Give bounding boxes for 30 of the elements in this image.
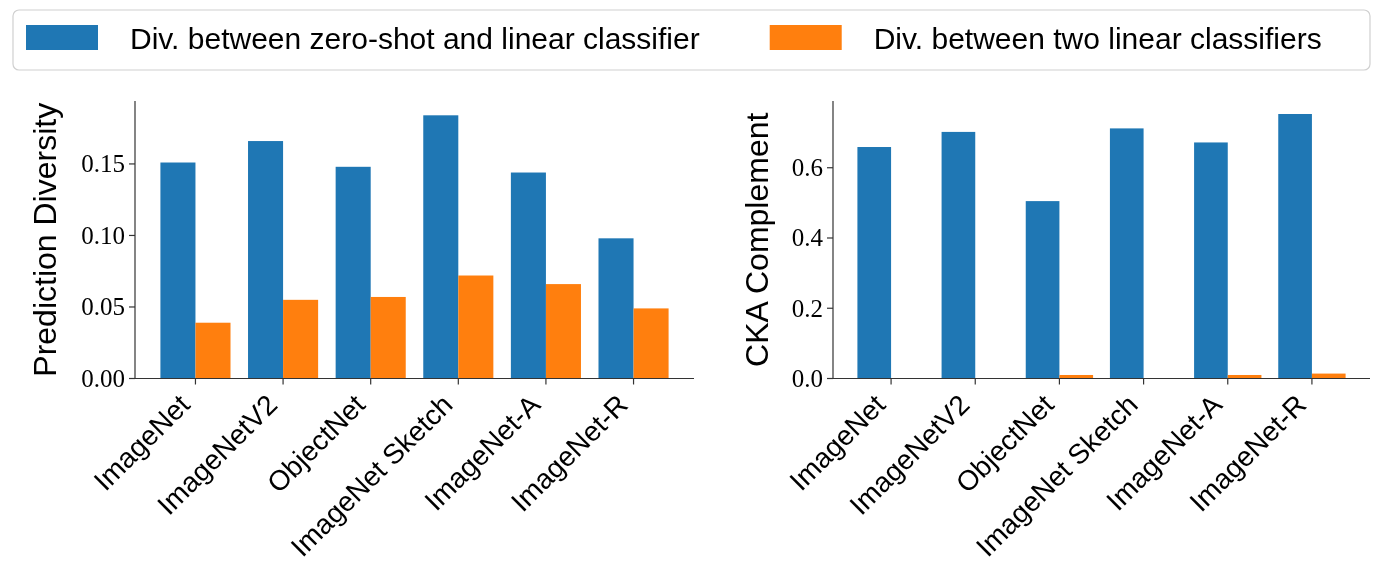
bar xyxy=(335,166,371,379)
bar xyxy=(941,131,976,379)
bar xyxy=(458,275,494,379)
y-tick-label: 0.00 xyxy=(81,365,125,392)
legend-label: Div. between two linear classifiers xyxy=(873,22,1322,55)
y-tick-label: 0.2 xyxy=(791,294,823,322)
y-tick-label: 0.05 xyxy=(81,293,125,321)
bar xyxy=(1025,201,1060,379)
bar xyxy=(423,115,459,379)
y-tick-label: 0.0 xyxy=(791,365,823,392)
bar xyxy=(545,284,581,379)
y-tick-label: 0.6 xyxy=(791,154,823,182)
bar xyxy=(510,172,546,379)
bar xyxy=(248,141,284,379)
bar xyxy=(160,162,196,379)
bar xyxy=(633,308,669,379)
y-tick-label: 0.4 xyxy=(791,224,824,252)
bar xyxy=(1278,114,1312,379)
bar xyxy=(195,322,231,379)
y-tick-label: 0.10 xyxy=(81,221,125,249)
bar xyxy=(370,296,406,379)
bar xyxy=(598,238,634,379)
y-axis-title: Prediction Diversity xyxy=(27,102,63,377)
bar xyxy=(283,299,319,379)
bar xyxy=(857,147,892,379)
y-axis-title: CKA Complement xyxy=(739,112,775,367)
y-tick-label: 0.15 xyxy=(81,150,125,178)
bar xyxy=(1194,142,1228,379)
bar xyxy=(1109,128,1144,379)
legend-label: Div. between zero-shot and linear classifier xyxy=(130,22,700,55)
